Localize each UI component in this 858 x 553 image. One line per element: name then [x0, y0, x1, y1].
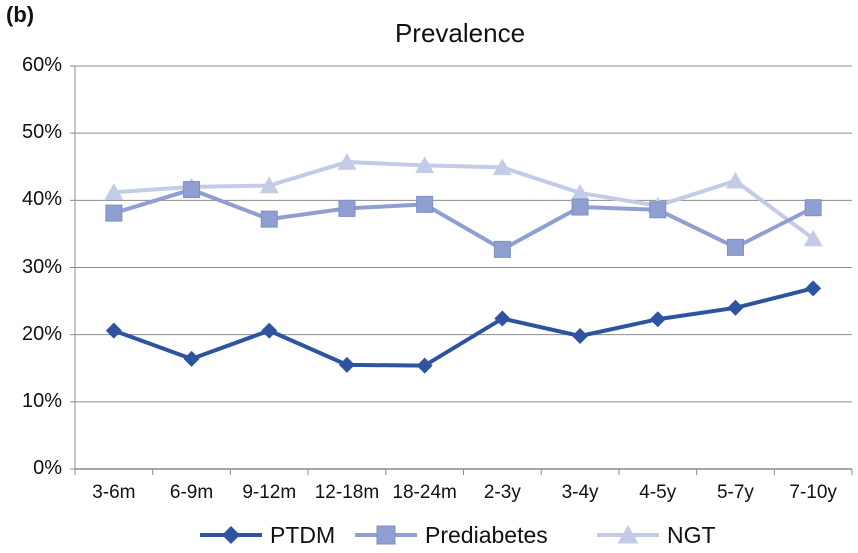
legend-label: Prediabetes	[425, 521, 548, 548]
legend-marker	[617, 525, 639, 544]
data-point-ngt	[104, 183, 124, 200]
y-tick-label: 20%	[21, 322, 62, 345]
data-point-ptdm	[649, 311, 666, 328]
data-point-ngt	[415, 156, 435, 174]
data-point-ptdm	[805, 280, 822, 297]
legend-marker	[222, 526, 240, 544]
data-point-ptdm	[494, 310, 511, 327]
legend-label: PTDM	[270, 521, 336, 548]
legend-item-ngt: NGT	[595, 520, 716, 550]
legend-swatch	[200, 526, 262, 544]
data-point-ptdm	[338, 356, 355, 373]
legend-swatch	[597, 525, 659, 544]
data-point-ptdm	[105, 322, 122, 339]
x-tick-label: 6-9m	[169, 482, 214, 503]
data-point-ptdm	[416, 357, 433, 374]
x-tick-label: 18-24m	[392, 482, 457, 503]
series-line-ptdm	[113, 286, 814, 368]
data-point-ptdm	[183, 350, 200, 367]
x-tick-label: 12-18m	[314, 482, 380, 503]
legend-marker	[376, 525, 396, 545]
y-tick-label: 10%	[21, 389, 62, 412]
y-tick-label: 60%	[21, 54, 62, 76]
y-tick-label: 30%	[21, 255, 62, 278]
y-tick-label: 50%	[21, 121, 62, 144]
data-point-prediabetes	[493, 240, 511, 258]
data-point-prediabetes	[571, 198, 589, 216]
data-point-ptdm	[261, 322, 278, 339]
data-point-prediabetes	[416, 195, 434, 213]
panel-label: (b)	[6, 2, 35, 27]
y-tick-label: 40%	[21, 188, 62, 211]
x-tick-label: 4-5y	[639, 482, 677, 503]
series-line-ngt	[113, 160, 815, 241]
data-point-prediabetes	[804, 199, 822, 217]
y-tick-label: 0%	[33, 457, 62, 479]
data-point-ngt	[259, 176, 279, 194]
legend: PTDM Prediabetes NGT	[0, 520, 858, 552]
legend-item-ptdm: PTDM	[198, 520, 335, 550]
data-point-prediabetes	[105, 204, 123, 222]
legend-swatch	[355, 525, 417, 545]
x-tick-label: 9-12m	[242, 482, 297, 503]
data-point-prediabetes	[726, 238, 744, 256]
data-point-ngt	[803, 229, 823, 247]
line-chart	[70, 65, 853, 475]
data-point-prediabetes	[649, 201, 667, 219]
legend-item-prediabetes: Prediabetes	[353, 520, 548, 550]
data-point-ptdm	[727, 299, 744, 316]
x-tick-label: 7-10y	[789, 482, 837, 503]
series-line-prediabetes	[113, 187, 815, 252]
x-tick-label: 3-4y	[561, 482, 599, 503]
data-point-prediabetes	[183, 181, 201, 199]
data-point-ngt	[726, 171, 745, 189]
data-point-ngt	[492, 158, 512, 176]
x-tick-label: 5-7y	[716, 482, 754, 503]
x-tick-label: 2-3y	[483, 482, 521, 503]
data-point-ptdm	[572, 328, 589, 345]
data-point-prediabetes	[338, 199, 356, 217]
data-point-ngt	[570, 183, 590, 201]
chart-title: Prevalence	[394, 18, 526, 48]
legend-label: NGT	[667, 521, 716, 548]
x-tick-label: 3-6m	[92, 482, 136, 503]
data-point-ngt	[337, 153, 357, 170]
data-point-prediabetes	[260, 210, 278, 228]
